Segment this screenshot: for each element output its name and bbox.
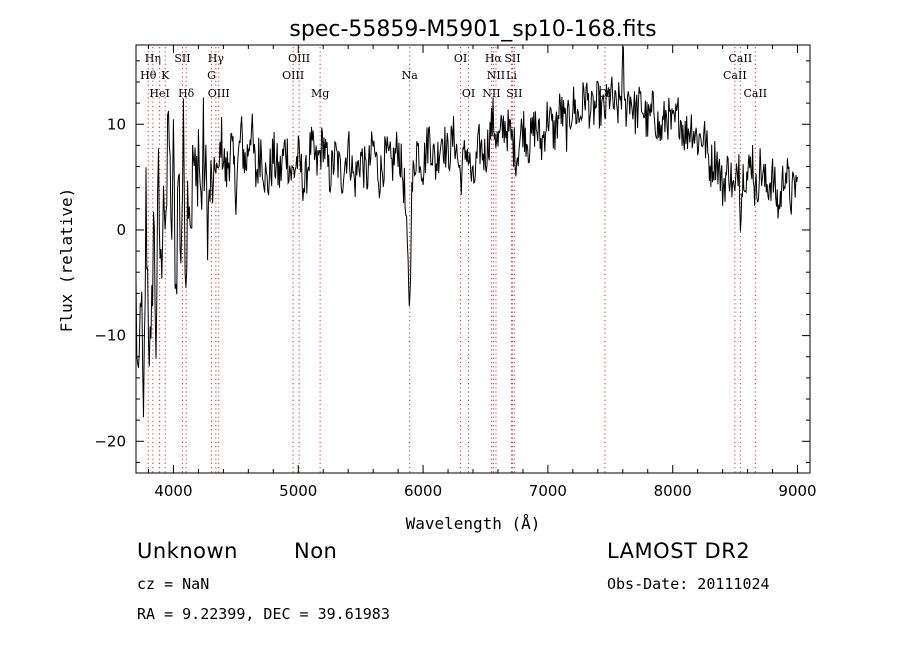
line-label: NII [482,87,500,100]
line-label: CaII [729,52,753,65]
x-tick-label: 8000 [654,482,692,500]
coordinates-label: RA = 9.22399, DEC = 39.61983 [137,605,390,623]
line-label: SII [504,52,520,65]
y-axis-label: Flux (relative) [57,188,76,333]
spectrum-line [135,46,798,418]
line-label: OIII [208,87,230,100]
x-tick-label: 7000 [529,482,567,500]
line-label: NII [487,69,505,82]
survey-label: LAMOST DR2 [607,539,751,563]
line-label: CaII [723,69,747,82]
chart-title: spec-55859-M5901_sp10-168.fits [289,17,656,42]
y-tick-label: 0 [116,221,126,239]
line-label: G [207,69,216,82]
line-label: Hη [145,52,161,65]
line-label: Mg [311,87,329,100]
class-label: Unknown [137,539,238,563]
line-label: Hγ [208,52,225,65]
line-label: Na [402,69,419,82]
line-label: Hα [485,52,503,65]
line-label: K [161,69,170,82]
line-label: Hθ [140,69,157,82]
line-label: OIII [282,69,304,82]
line-label: HeI [149,87,169,100]
line-label: SII [174,52,190,65]
y-tick-label: 10 [107,115,126,133]
x-tick-label: 6000 [404,482,442,500]
obs-date-label: Obs-Date: 20111024 [607,575,770,593]
plot-frame [135,44,811,474]
y-tick-label: −10 [94,327,126,345]
line-label: OIII [288,52,310,65]
line-label: Li [506,69,517,82]
line-label: SII [506,87,522,100]
line-label: Hδ [178,87,195,100]
redshift-label: cz = NaN [137,575,210,593]
line-label: CaII [743,87,767,100]
y-tick-label: −20 [94,432,126,450]
x-tick-label: 4000 [154,482,192,500]
x-axis-label: Wavelength (Å) [406,514,541,533]
line-label: OI [462,87,475,100]
subclass-label: Non [294,539,338,563]
x-tick-label: 9000 [778,482,816,500]
x-tick-label: 5000 [279,482,317,500]
line-label: OI [454,52,467,65]
